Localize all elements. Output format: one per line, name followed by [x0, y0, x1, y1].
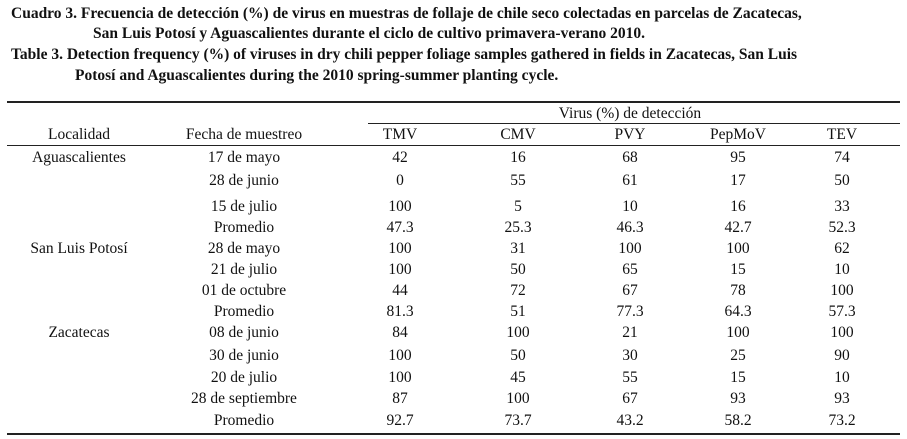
spanner-rule: [368, 123, 900, 124]
top-rule: [7, 101, 900, 103]
pvy-value: 61: [622, 172, 638, 189]
tev-value: 10: [834, 261, 850, 278]
pvy-value: 67: [622, 282, 638, 299]
locality: Aguascalientes: [32, 149, 126, 166]
pvy-value: 100: [618, 240, 642, 257]
tmv-value: 81.3: [386, 303, 414, 320]
pvy-value: 43.2: [616, 412, 644, 429]
pepmov-value: 100: [726, 324, 750, 341]
cmv-value: 31: [510, 240, 526, 257]
sample-date: 15 de julio: [210, 198, 278, 215]
sample-date: 28 de junio: [209, 172, 279, 189]
pepmov-value: 15: [730, 261, 746, 278]
caption-es-line2: San Luis Potosí y Aguascalientes durante…: [93, 25, 645, 42]
cmv-value: 5: [514, 198, 522, 215]
pvy-value: 21: [622, 324, 638, 341]
tmv-value: 92.7: [386, 412, 414, 429]
tev-value: 90: [834, 347, 850, 364]
tev-value: 50: [834, 172, 850, 189]
sample-date: 20 de julio: [210, 369, 278, 386]
tev-value: 52.3: [828, 219, 856, 236]
pvy-value: 55: [622, 369, 638, 386]
header-tev: TEV: [826, 126, 858, 143]
cmv-value: 51: [510, 303, 526, 320]
pvy-value: 77.3: [616, 303, 644, 320]
tev-value: 57.3: [828, 303, 856, 320]
pepmov-value: 95: [730, 149, 746, 166]
tev-value: 33: [834, 198, 850, 215]
tmv-value: 100: [388, 261, 412, 278]
tev-value: 93: [834, 390, 850, 407]
tmv-value: 44: [392, 282, 408, 299]
sample-date: 28 de mayo: [207, 240, 281, 257]
tmv-value: 47.3: [386, 219, 414, 236]
caption-en-line2: Potosí and Aguascalientes during the 201…: [75, 67, 559, 84]
sample-date: Promedio: [213, 219, 275, 236]
sample-date: 28 de septiembre: [191, 390, 297, 407]
cmv-value: 50: [510, 261, 526, 278]
pvy-value: 30: [622, 347, 638, 364]
caption-en-line1: Table 3. Detection frequency (%) of viru…: [11, 46, 798, 63]
sample-date: Promedio: [213, 303, 275, 320]
pepmov-value: 93: [730, 390, 746, 407]
pepmov-value: 64.3: [724, 303, 752, 320]
tev-value: 100: [830, 282, 854, 299]
header-pvy: PVY: [614, 126, 646, 143]
caption-es-line1: Cuadro 3. Frecuencia de detección (%) de…: [11, 5, 802, 22]
tev-value: 10: [834, 369, 850, 386]
tmv-value: 0: [396, 172, 404, 189]
cmv-value: 50: [510, 347, 526, 364]
header-pepmov: PepMoV: [710, 126, 766, 143]
cmv-value: 100: [506, 390, 530, 407]
tmv-value: 100: [388, 240, 412, 257]
locality: San Luis Potosí: [30, 240, 128, 257]
tev-value: 73.2: [828, 412, 856, 429]
tmv-value: 42: [392, 149, 408, 166]
pepmov-value: 100: [726, 240, 750, 257]
header-fecha: Fecha de muestreo: [185, 126, 303, 143]
header-localidad: Localidad: [48, 126, 110, 143]
pvy-value: 65: [622, 261, 638, 278]
tmv-value: 100: [388, 198, 412, 215]
pepmov-value: 16: [730, 198, 746, 215]
pepmov-value: 15: [730, 369, 746, 386]
pepmov-value: 17: [730, 172, 746, 189]
bottom-rule: [7, 433, 900, 435]
cmv-value: 72: [510, 282, 526, 299]
cmv-value: 100: [506, 324, 530, 341]
cmv-value: 55: [510, 172, 526, 189]
pvy-value: 10: [622, 198, 638, 215]
cmv-value: 73.7: [504, 412, 532, 429]
pepmov-value: 78: [730, 282, 746, 299]
tmv-value: 100: [388, 369, 412, 386]
header-tmv: TMV: [382, 126, 418, 143]
pvy-value: 46.3: [616, 219, 644, 236]
pepmov-value: 25: [730, 347, 746, 364]
header-cmv: CMV: [500, 126, 536, 143]
pvy-value: 68: [622, 149, 638, 166]
pvy-value: 67: [622, 390, 638, 407]
pepmov-value: 58.2: [724, 412, 752, 429]
sample-date: 30 de junio: [209, 347, 279, 364]
cmv-value: 25.3: [504, 219, 532, 236]
tmv-value: 87: [392, 390, 408, 407]
header-spanner: Virus (%) de detección: [558, 105, 702, 122]
sample-date: 17 de mayo: [207, 149, 281, 166]
sample-date: 21 de julio: [210, 261, 278, 278]
pepmov-value: 42.7: [724, 219, 752, 236]
locality: Zacatecas: [48, 324, 110, 341]
tev-value: 100: [830, 324, 854, 341]
tev-value: 74: [834, 149, 850, 166]
tev-value: 62: [834, 240, 850, 257]
tmv-value: 100: [388, 347, 412, 364]
cmv-value: 16: [510, 149, 526, 166]
sample-date: Promedio: [213, 412, 275, 429]
sample-date: 08 de junio: [209, 324, 279, 341]
header-rule: [7, 145, 900, 146]
cmv-value: 45: [510, 369, 526, 386]
tmv-value: 84: [392, 324, 408, 341]
sample-date: 01 de octubre: [201, 282, 287, 299]
